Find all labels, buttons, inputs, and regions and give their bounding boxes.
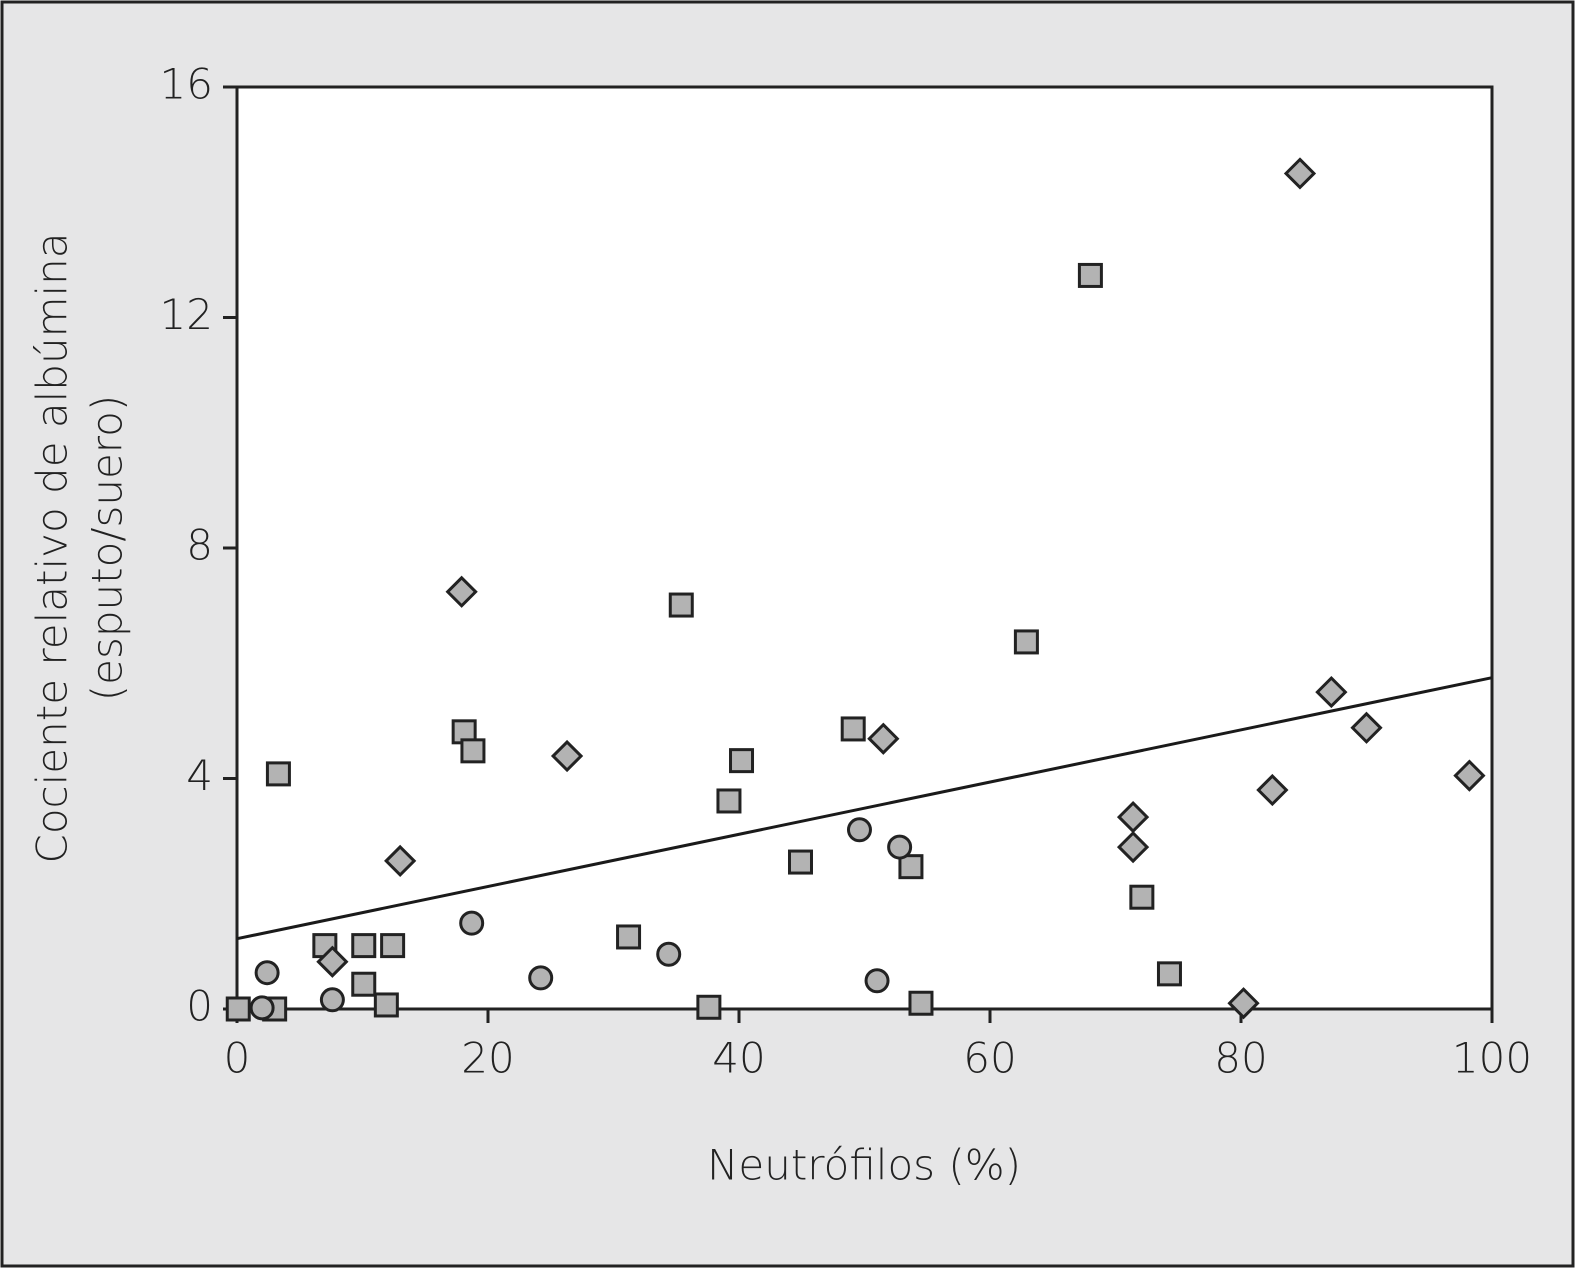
- square-marker: [1156, 961, 1182, 987]
- square-marker: [787, 849, 813, 875]
- y-tick-label: 0: [186, 982, 213, 1031]
- diamond-marker: [1283, 157, 1317, 190]
- diamond-marker: [1453, 759, 1486, 792]
- x-tick-label: 60: [963, 1034, 1016, 1083]
- diamond-marker: [550, 739, 584, 773]
- circle-marker: [846, 817, 872, 843]
- circle-marker: [249, 995, 275, 1021]
- circle-marker: [887, 834, 913, 860]
- circle-marker: [459, 910, 485, 936]
- diamond-marker: [316, 945, 349, 978]
- square-marker: [265, 761, 291, 787]
- y-tick-label: 16: [160, 60, 213, 109]
- square-marker: [716, 788, 742, 814]
- diamond-marker: [1350, 711, 1383, 744]
- x-tick-label: 20: [461, 1034, 514, 1083]
- circle-marker: [254, 960, 280, 986]
- square-marker: [1013, 629, 1039, 655]
- diamond-marker: [1116, 830, 1150, 864]
- x-axis-label: Neutrófilos (%): [707, 1141, 1021, 1190]
- square-marker: [616, 924, 642, 950]
- circle-marker: [528, 965, 554, 991]
- x-tick-label: 0: [224, 1034, 251, 1083]
- circle-marker: [319, 987, 345, 1013]
- y-tick-label: 4: [186, 751, 213, 800]
- square-marker: [840, 716, 866, 742]
- circle-marker: [864, 968, 890, 994]
- y-tick-label: 8: [186, 521, 213, 570]
- square-marker: [373, 992, 399, 1018]
- diamond-marker: [1315, 675, 1348, 709]
- diamond-marker: [1256, 773, 1289, 807]
- x-tick-label: 100: [1452, 1034, 1532, 1083]
- square-marker: [1077, 262, 1103, 288]
- diamond-marker: [1227, 987, 1260, 1020]
- square-marker: [351, 933, 377, 959]
- y-axis-label: (esputo/suero): [83, 395, 132, 701]
- square-marker: [729, 748, 755, 774]
- y-tick-label: 12: [160, 290, 213, 339]
- square-marker: [351, 971, 377, 997]
- diamond-marker: [445, 575, 478, 608]
- square-marker: [908, 990, 934, 1016]
- square-marker: [696, 994, 722, 1020]
- diamond-marker: [867, 722, 900, 755]
- x-tick-label: 40: [712, 1034, 765, 1083]
- square-marker: [460, 738, 486, 764]
- square-marker: [1129, 884, 1155, 910]
- square-marker: [668, 592, 694, 618]
- diamond-marker: [384, 844, 417, 878]
- trend-line: [236, 676, 1493, 941]
- circle-marker: [656, 941, 682, 967]
- x-tick-label: 80: [1214, 1034, 1267, 1083]
- square-marker: [225, 996, 251, 1022]
- plot-area: [235, 85, 1494, 1011]
- square-marker: [380, 933, 406, 959]
- y-axis-label: Cociente relativo de albúmina: [28, 232, 77, 863]
- square-marker: [898, 854, 924, 880]
